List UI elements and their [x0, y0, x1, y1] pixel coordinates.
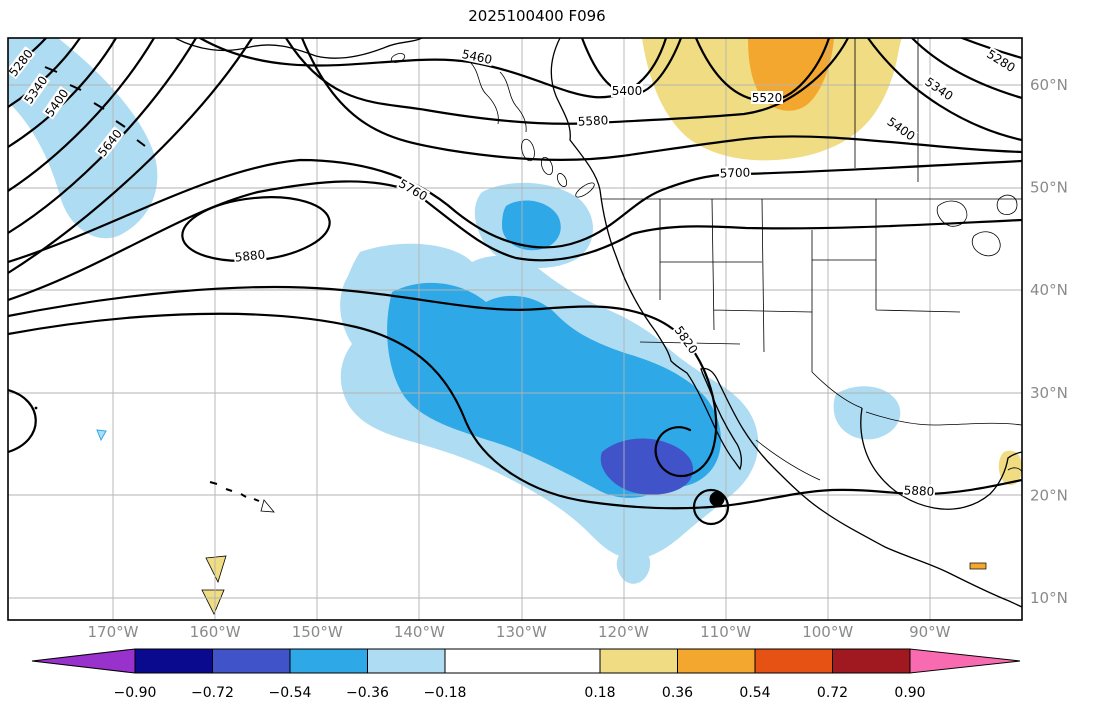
anomaly-region [205, 555, 227, 584]
contour-label: 5520 [751, 91, 783, 105]
colorbar-tick-label: 0.18 [584, 685, 615, 701]
colorbar-tick-label: −0.90 [114, 685, 157, 701]
contour-label: 5400 [884, 114, 919, 143]
colorbar-segment [367, 648, 446, 674]
contour-label: 5880 [902, 483, 936, 499]
colorbar-tick-label: 0.54 [739, 685, 770, 701]
graticule-layer [8, 38, 1022, 620]
colorbar-tick-label: 0.72 [817, 685, 848, 701]
anomaly-region [502, 200, 561, 251]
hawaiian-islands [209, 481, 260, 502]
coastline-layer [19, 38, 1022, 608]
contour-label: 5820 [672, 322, 701, 357]
colorbar-left-arrow [31, 648, 136, 674]
anomaly-shading-layer [8, 38, 1022, 615]
colorbar-tick-label: −0.54 [269, 685, 312, 701]
lon-tick-label: 120°W [598, 623, 649, 641]
storm-closed-contour [692, 488, 730, 526]
lat-tick-label: 20°N [1030, 486, 1068, 504]
lon-tick-label: 90°W [909, 623, 951, 641]
storm-center-dot [709, 491, 725, 507]
anomaly-region [833, 386, 901, 440]
colorbar-segment [599, 648, 678, 674]
lon-tick-label: 170°W [88, 623, 139, 641]
svg-text:5880: 5880 [903, 483, 934, 499]
anomaly-region [96, 429, 107, 442]
colorbar-segment [677, 648, 756, 674]
anomaly-region [201, 589, 225, 615]
colorbar-segment [444, 648, 601, 674]
colorbar-segment [832, 648, 911, 674]
svg-text:5760: 5760 [396, 176, 429, 203]
latitude-axis: 60°N 50°N 40°N 30°N 20°N 10°N [1030, 76, 1068, 607]
colorbar-tick-label: 0.36 [662, 685, 693, 701]
svg-text:5340: 5340 [922, 75, 955, 104]
storm-marker [692, 488, 730, 526]
anomaly-region [616, 548, 651, 584]
colorbar-tick-label: −0.36 [346, 685, 389, 701]
lon-tick-label: 160°W [190, 623, 241, 641]
svg-text:5460: 5460 [461, 47, 494, 67]
lat-tick-label: 30°N [1030, 384, 1068, 402]
svg-text:5520: 5520 [752, 91, 783, 105]
figure-title: 2025100400 F096 [468, 7, 605, 25]
contour-label: 5580 [576, 113, 610, 129]
lon-tick-label: 150°W [292, 623, 343, 641]
colorbar-segment [212, 648, 291, 674]
svg-text:5580: 5580 [577, 113, 608, 129]
lat-tick-label: 60°N [1030, 76, 1068, 94]
lon-tick-label: 100°W [802, 623, 853, 641]
colorbar-tick-label: −0.18 [424, 685, 467, 701]
lat-tick-label: 10°N [1030, 589, 1068, 607]
lon-tick-label: 140°W [394, 623, 445, 641]
contour-label: 5400 [611, 84, 643, 98]
map-border [7, 37, 1023, 621]
lon-tick-label: 130°W [496, 623, 547, 641]
svg-text:5700: 5700 [719, 165, 750, 180]
contour-label: 5700 [718, 165, 752, 181]
colorbar-segment [134, 648, 213, 674]
contour-label: 5880 [233, 247, 267, 265]
colorbar-right-arrow [909, 648, 1021, 674]
longitude-axis: 170°W 160°W 150°W 140°W 130°W 120°W 110°W 100°W… [88, 623, 951, 641]
anomaly-region [998, 450, 1022, 486]
contour-label: 5760 [396, 175, 431, 204]
colorbar: −0.90 −0.72 −0.54 −0.36 −0.18 0.18 0.36 0.54 0.7… [31, 648, 1021, 701]
svg-text:5400: 5400 [612, 84, 643, 98]
colorbar-tick-label: −0.72 [191, 685, 234, 701]
lat-tick-label: 50°N [1030, 179, 1068, 197]
lat-tick-label: 40°N [1030, 281, 1068, 299]
lon-tick-label: 110°W [700, 623, 751, 641]
colorbar-segment [289, 648, 368, 674]
svg-text:5880: 5880 [234, 247, 266, 264]
contour-label: 5340 [922, 74, 957, 104]
contour-label: 5460 [460, 46, 495, 67]
colorbar-tick-label: 0.90 [894, 685, 925, 701]
colorbar-segment [754, 648, 833, 674]
anomaly-region [969, 562, 987, 570]
